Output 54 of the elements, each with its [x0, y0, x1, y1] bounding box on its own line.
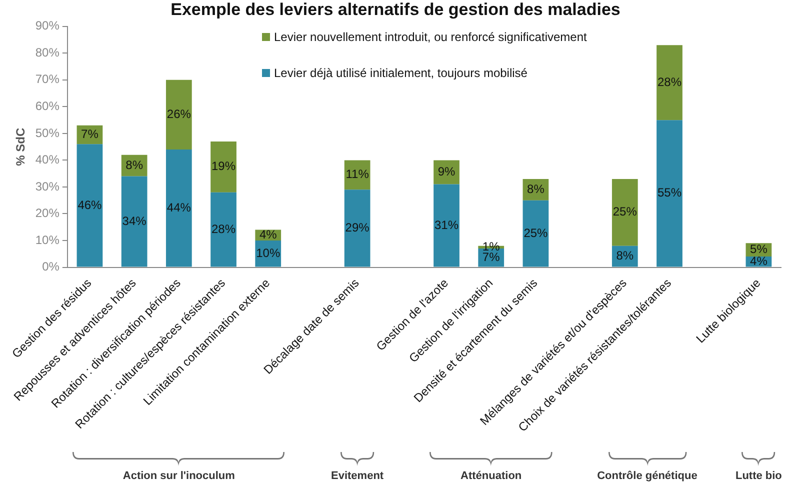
- bar: [210, 192, 236, 267]
- y-tick-label: 10%: [35, 232, 60, 247]
- data-label: 28%: [657, 74, 682, 89]
- y-tick-label: 0%: [42, 260, 60, 274]
- legend-label: Levier déjà utilisé initialement, toujours mobilisé: [274, 66, 528, 80]
- data-label: 25%: [612, 204, 638, 219]
- y-tick-label: 40%: [35, 152, 60, 167]
- y-tick-label: 50%: [35, 126, 60, 140]
- data-label: 55%: [657, 186, 682, 200]
- y-tick-label: 30%: [35, 179, 60, 194]
- data-label: 26%: [166, 107, 192, 122]
- y-tick-label: 80%: [35, 45, 60, 60]
- bar: [166, 80, 192, 150]
- bar: [612, 178, 638, 246]
- data-label: 4%: [750, 254, 768, 268]
- data-label: 8%: [616, 248, 634, 263]
- bar: [344, 190, 370, 267]
- bar: [210, 141, 236, 192]
- bar: [121, 176, 148, 267]
- bar: [656, 120, 682, 267]
- text: Lutte bio: [735, 470, 782, 482]
- data-label: 28%: [212, 222, 236, 236]
- data-label: 44%: [166, 200, 192, 214]
- data-label: 19%: [212, 159, 236, 174]
- y-axis-title: % SdC: [14, 127, 28, 166]
- data-label: 5%: [750, 242, 768, 256]
- y-tick-label: 70%: [35, 72, 60, 86]
- data-label: 31%: [434, 218, 459, 232]
- data-label: 10%: [256, 246, 280, 260]
- bar: [522, 200, 549, 267]
- text: Contrôle génétique: [597, 470, 698, 482]
- data-label: 8%: [527, 182, 545, 196]
- bar: [656, 45, 682, 120]
- data-label: 11%: [346, 167, 370, 182]
- data-label: 8%: [126, 158, 144, 172]
- text: Evitement: [331, 470, 384, 482]
- bar: [434, 160, 460, 184]
- y-tick-label: 60%: [35, 98, 60, 113]
- data-label: 34%: [122, 214, 147, 228]
- text: Action sur l'inoculum: [122, 470, 235, 482]
- bar: [434, 184, 460, 267]
- legend-label: Levier nouvellement introduit, ou renforcé significativement: [274, 30, 587, 44]
- data-label: 25%: [524, 226, 548, 240]
- data-label: 29%: [345, 220, 370, 235]
- data-label: 46%: [78, 198, 102, 212]
- bar: [76, 144, 103, 267]
- bar: [166, 150, 192, 267]
- text: Atténuation: [460, 470, 522, 482]
- data-label: 4%: [259, 227, 278, 242]
- y-tick-label: 90%: [35, 18, 60, 33]
- chart-title: Exemple des leviers alternatifs de gestion des maladies: [170, 0, 620, 19]
- data-label: 7%: [81, 127, 99, 142]
- y-tick-label: 20%: [35, 206, 60, 220]
- data-label: 9%: [438, 164, 456, 179]
